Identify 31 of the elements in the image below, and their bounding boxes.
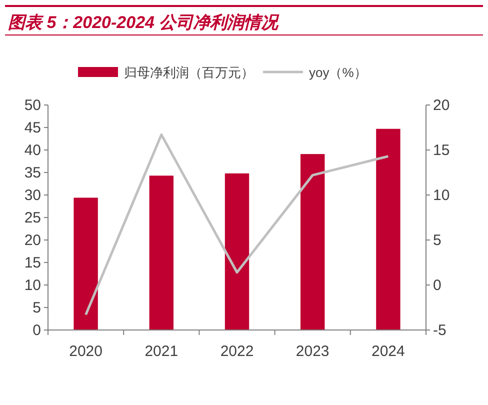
y-tick-label: 5 (32, 300, 41, 316)
y2-tick-label: 5 (433, 232, 442, 249)
y-tick-label: 50 (24, 97, 41, 114)
legend-label: 归母净利润（百万元） (124, 65, 254, 80)
y-tick-label: 10 (24, 277, 41, 294)
y2-tick-label: 20 (433, 97, 450, 114)
bar (224, 173, 250, 330)
y-tick-label: 30 (24, 187, 41, 204)
line-series (84, 133, 390, 316)
y-tick-label: 40 (24, 142, 41, 159)
bar (74, 198, 98, 330)
y2-tick-label: 10 (433, 187, 450, 204)
y-tick-label: 15 (24, 254, 41, 272)
x-tick-label: 2021 (144, 343, 178, 360)
y-tick-label: 45 (24, 120, 41, 136)
y-tick-label: 0 (32, 322, 41, 339)
bar (149, 176, 174, 330)
chart-title: 图表 5：2020-2024 公司净利润情况 (8, 13, 280, 32)
y2-tick-label: -5 (433, 322, 446, 339)
bar (376, 128, 400, 330)
y2-tick-label: 0 (433, 277, 442, 294)
y-tick-label: 25 (24, 210, 41, 226)
bar (300, 154, 325, 330)
x-tick-label: 2024 (372, 343, 405, 360)
y-tick-label: 20 (24, 232, 41, 249)
y2-tick-label: 15 (433, 142, 450, 159)
x-tick-label: 2020 (69, 343, 102, 360)
x-tick-label: 2022 (220, 343, 254, 360)
legend-label: yoy（%） (309, 65, 367, 80)
x-tick-label: 2023 (296, 343, 330, 360)
y-tick-label: 35 (24, 164, 41, 182)
